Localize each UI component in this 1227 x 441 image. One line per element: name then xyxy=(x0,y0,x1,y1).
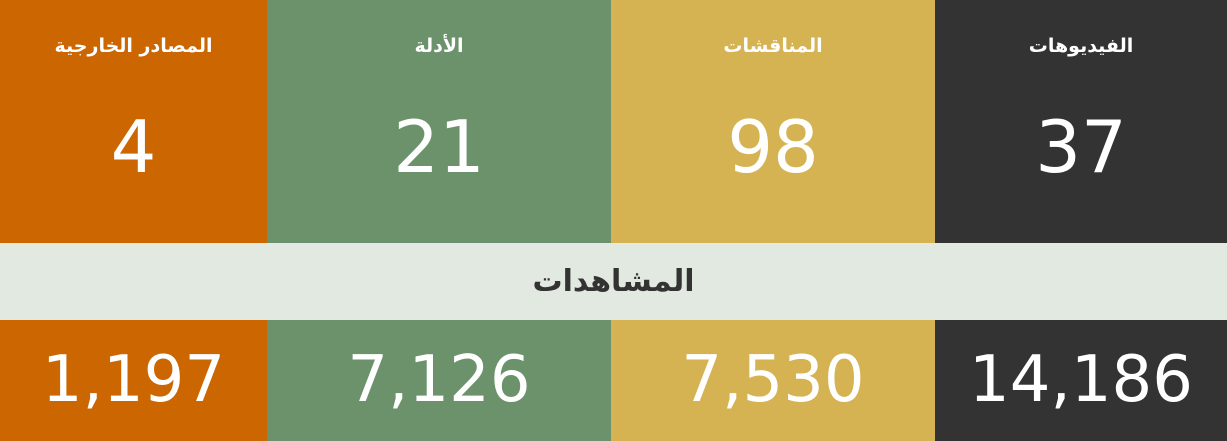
stat-card: المصادر الخارجية 4 xyxy=(0,0,267,243)
stat-title: الأدلة xyxy=(414,35,464,57)
stat-count: 21 xyxy=(393,105,485,189)
views-count: 14,186 xyxy=(969,343,1193,417)
stat-count: 98 xyxy=(727,105,819,189)
views-card: 7,530 xyxy=(611,320,935,441)
views-count: 1,197 xyxy=(41,343,226,417)
views-card: 1,197 xyxy=(0,320,267,441)
views-card: 7,126 xyxy=(267,320,611,441)
views-count: 7,126 xyxy=(347,343,531,417)
stat-card: المناقشات 98 xyxy=(611,0,935,243)
views-card: 14,186 xyxy=(935,320,1227,441)
stat-count: 37 xyxy=(1035,105,1127,189)
views-count: 7,530 xyxy=(681,343,865,417)
counts-row: الفيديوهات 37 المناقشات 98 الأدلة 21 المصادر ا… xyxy=(0,0,1227,243)
stat-card: الفيديوهات 37 xyxy=(935,0,1227,243)
stat-card: الأدلة 21 xyxy=(267,0,611,243)
views-header: المشاهدات xyxy=(0,243,1227,320)
views-row: 14,186 7,530 7,126 1,197 xyxy=(0,320,1227,441)
stat-title: الفيديوهات xyxy=(1028,35,1134,57)
stat-title: المصادر الخارجية xyxy=(54,35,213,57)
stat-count: 4 xyxy=(110,105,157,189)
stat-title: المناقشات xyxy=(723,35,823,57)
